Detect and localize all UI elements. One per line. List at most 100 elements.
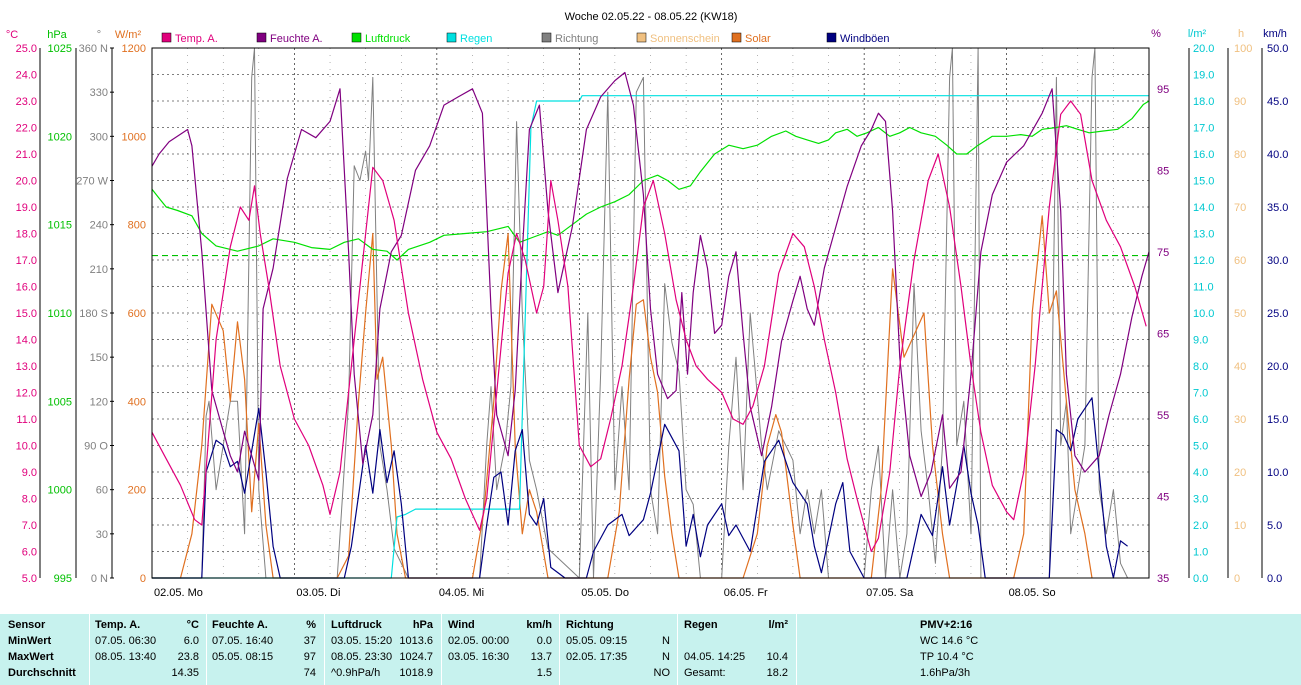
plot-frame	[151, 47, 1150, 579]
x-tick-label: 07.05. Sa	[866, 587, 914, 599]
solar-unit: W/m²	[115, 29, 142, 41]
direction-tick: 210	[90, 264, 108, 276]
solar-tick: 200	[128, 485, 146, 497]
pressure-unit: hPa	[47, 29, 67, 41]
rain-tick: 2.0	[1193, 520, 1208, 532]
stats-cell: 37	[303, 635, 316, 647]
stats-cell: 10.4	[766, 651, 788, 663]
stats-divider	[441, 614, 442, 685]
humidity-tick: 55	[1157, 410, 1169, 422]
direction-tick: 180 S	[79, 308, 108, 320]
rain-tick: 6.0	[1193, 414, 1208, 426]
rain-tick: 14.0	[1193, 202, 1214, 214]
direction-tick: 270 W	[76, 176, 108, 188]
temp-tick: 20.0	[16, 176, 37, 188]
legend-label: Windböen	[840, 33, 890, 45]
direction-tick: 0 N	[91, 573, 108, 585]
pressure-tick: 1020	[48, 131, 72, 143]
stats-cell: 1.6hPa/3h	[920, 667, 971, 679]
sunshine-tick: 0	[1234, 573, 1240, 585]
axes: 5.0 6.0 7.0 8.0 9.0 10.0 11.0 12.0 13.0 14.0 15.0 1…	[6, 28, 1289, 599]
stats-cell: Gesamt:	[684, 667, 726, 679]
temp-tick: 19.0	[16, 202, 37, 214]
series-line-feuchte-a-	[151, 71, 1150, 498]
stats-cell: MinWert	[8, 635, 52, 647]
legend-swatch	[446, 32, 457, 43]
stats-cell: TP 10.4 °C	[920, 651, 974, 663]
stats-header-row: Sensor Temp. A. °C Feuchte A.% Luftdruck hPa W…	[0, 617, 1301, 633]
direction-unit: °	[97, 29, 101, 41]
wind-tick: 5.0	[1267, 520, 1282, 532]
rain-tick: 1.0	[1193, 547, 1208, 559]
stats-divider	[324, 614, 325, 685]
temp-tick: 9.0	[22, 467, 37, 479]
rain-tick: 4.0	[1193, 467, 1208, 479]
pressure-tick: 1015	[48, 220, 72, 232]
direction-tick: 240	[90, 220, 108, 232]
wind-tick: 25.0	[1267, 308, 1288, 320]
stats-cell: Luftdruck	[331, 619, 382, 631]
stats-cell: 04.05. 14:25	[684, 651, 746, 663]
temp-tick: 15.0	[16, 308, 37, 320]
wind-tick: 45.0	[1267, 96, 1288, 108]
wind-tick: 10.0	[1267, 467, 1288, 479]
stats-cell: 07.05. 16:40	[212, 635, 274, 647]
solar-tick: 800	[128, 220, 146, 232]
stats-cell: 1024.7	[399, 651, 433, 663]
stats-cell: 1013.6	[399, 635, 433, 647]
series-line-windb-en	[152, 397, 1128, 579]
stats-cell: 08.05. 23:30	[331, 651, 393, 663]
sunshine-tick: 90	[1234, 96, 1246, 108]
stats-cell: %	[306, 619, 316, 631]
temp-tick: 11.0	[16, 414, 37, 426]
series-line-solar	[152, 215, 1093, 579]
wind-tick: 30.0	[1267, 255, 1288, 267]
wind-tick: 20.0	[1267, 361, 1288, 373]
temp-tick: 18.0	[16, 229, 37, 241]
wind-tick: 50.0	[1267, 43, 1288, 55]
legend-swatch	[256, 32, 267, 43]
stats-cell: 18.2	[766, 667, 788, 679]
legend-swatch	[351, 32, 362, 43]
stats-cell: 23.8	[177, 651, 199, 663]
legend-swatch	[826, 32, 837, 43]
wind-tick: 40.0	[1267, 149, 1288, 161]
stats-cell: Sensor	[8, 619, 46, 631]
stats-cell: 05.05. 09:15	[566, 635, 628, 647]
stats-cell: NO	[653, 667, 671, 679]
stats-cell: WC 14.6 °C	[920, 635, 979, 647]
legend: Temp. A. Feuchte A. Luftdruck Regen Richtung…	[161, 32, 890, 45]
pressure-tick: 1000	[48, 485, 72, 497]
weather-chart: Woche 02.05.22 - 08.05.22 (KW18) 5.0 6.0 7…	[5, 11, 1289, 599]
rain-tick: 11.0	[1193, 282, 1214, 294]
legend-label: Richtung	[555, 33, 598, 45]
legend-label: Sonnenschein	[650, 33, 720, 45]
stats-cell: N	[662, 651, 670, 663]
legend-label: Solar	[745, 33, 771, 45]
stats-cell: Wind	[448, 619, 475, 631]
pressure-tick: 1005	[48, 396, 72, 408]
stats-row: MinWert 07.05. 06:30 6.0 07.05. 16:40 37 03.0…	[0, 633, 1301, 649]
stats-cell: 03.05. 15:20	[331, 635, 393, 647]
stats-cell: 1.5	[536, 667, 552, 679]
sunshine-unit: h	[1238, 28, 1244, 40]
rain-tick: 13.0	[1193, 229, 1214, 241]
direction-tick: 90 O	[84, 441, 108, 453]
stats-cell: PMV+2:16	[920, 619, 973, 631]
rain-tick: 19.0	[1193, 70, 1214, 82]
pressure-tick: 995	[54, 573, 72, 585]
humidity-tick: 65	[1157, 328, 1169, 340]
stats-cell: 74	[303, 667, 316, 679]
sunshine-tick: 100	[1234, 43, 1252, 55]
rain-tick: 3.0	[1193, 494, 1208, 506]
x-tick-label: 05.05. Do	[581, 587, 629, 599]
stats-cell: 0.0	[536, 635, 552, 647]
series-group	[151, 47, 1150, 579]
stats-row: MaxWert 08.05. 13:40 23.8 05.05. 08:15 97 08.…	[0, 649, 1301, 665]
stats-cell: °C	[186, 619, 199, 631]
legend-swatch	[541, 32, 552, 43]
direction-tick: 330	[90, 87, 108, 99]
rain-tick: 17.0	[1193, 123, 1214, 135]
legend-swatch	[161, 32, 172, 43]
series-line-temp-a-	[151, 100, 1147, 553]
